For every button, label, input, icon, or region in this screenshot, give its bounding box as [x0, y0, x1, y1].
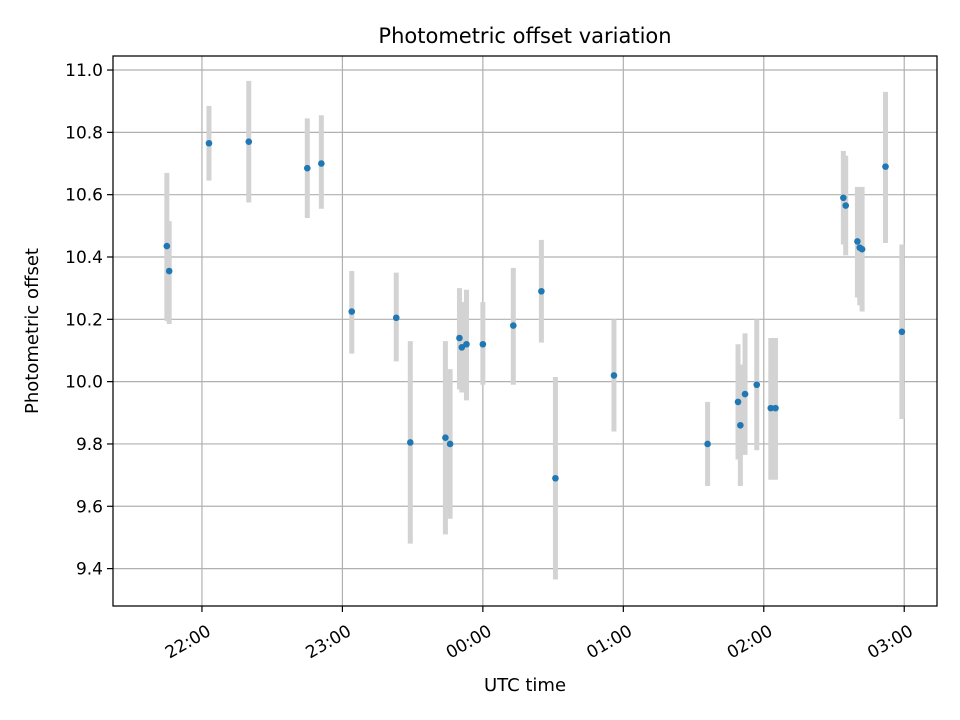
data-point — [737, 421, 744, 429]
data-point — [463, 340, 470, 348]
data-point — [442, 434, 449, 442]
data-point — [772, 404, 779, 412]
y-tick-label: 9.4 — [76, 560, 103, 580]
y-tick-label: 11.0 — [65, 61, 103, 81]
y-tick-label: 9.6 — [76, 497, 103, 517]
data-point — [840, 194, 847, 202]
data-point — [741, 390, 749, 398]
data-point — [163, 242, 171, 250]
data-point — [318, 160, 325, 167]
data-point — [303, 164, 311, 172]
y-tick-label: 10.4 — [65, 248, 103, 268]
data-point — [348, 308, 356, 315]
y-tick-label: 10.0 — [65, 373, 103, 393]
data-point — [898, 328, 906, 336]
data-point — [446, 440, 454, 448]
data-point — [704, 440, 711, 448]
data-point — [406, 439, 414, 446]
chart-title: Photometric offset variation — [378, 24, 671, 48]
y-axis-title: Photometric offset — [22, 248, 43, 414]
data-point — [245, 138, 253, 145]
data-point — [753, 381, 761, 389]
data-points — [163, 138, 906, 482]
data-point — [509, 322, 517, 329]
data-point — [842, 202, 850, 209]
y-tick-label: 10.6 — [65, 186, 103, 206]
data-point — [882, 163, 889, 170]
plot-frame — [112, 55, 938, 607]
data-point — [734, 398, 742, 406]
data-point — [392, 314, 400, 322]
data-point — [456, 334, 463, 342]
data-point — [458, 344, 466, 351]
data-point — [538, 287, 545, 295]
data-point — [552, 474, 559, 482]
data-point — [854, 238, 861, 245]
data-point — [165, 267, 173, 275]
y-tick-label: 10.2 — [65, 310, 103, 330]
y-tick-label: 10.8 — [65, 123, 103, 143]
data-point — [205, 139, 213, 147]
y-tick-label: 9.8 — [76, 435, 103, 455]
data-point — [479, 340, 487, 348]
x-axis-title: UTC time — [484, 675, 566, 696]
data-point — [858, 245, 866, 253]
data-point — [610, 372, 618, 379]
data-point — [767, 404, 775, 412]
